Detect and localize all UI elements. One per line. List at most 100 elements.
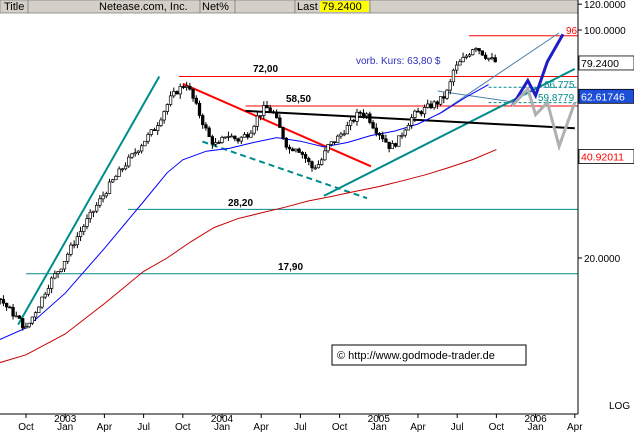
right-price-scale: 120.0000 100.0000 20.0000 79.2400 62.61746 40… — [578, 0, 634, 265]
candle-body — [387, 141, 391, 149]
candle-body — [442, 96, 446, 99]
watermark-box — [331, 344, 527, 366]
year-label: 2005 — [368, 414, 391, 425]
candle-body — [242, 134, 247, 138]
month-label: Oct — [18, 422, 34, 433]
candle-body — [287, 146, 292, 150]
candle-body — [210, 136, 215, 145]
candle-body — [181, 86, 186, 88]
candle-body — [448, 81, 452, 91]
candle-body — [123, 165, 128, 170]
candle-body — [348, 119, 353, 126]
month-label: Jul — [294, 422, 307, 433]
candle-body — [101, 195, 105, 200]
candle-body — [323, 150, 327, 161]
candle-body — [120, 168, 125, 171]
candle-body — [374, 127, 378, 134]
candle-body — [403, 129, 407, 136]
candle-body — [297, 148, 301, 153]
candle-body — [37, 306, 41, 314]
candle-body — [172, 91, 176, 97]
candle-body — [233, 135, 237, 140]
candle-body — [490, 57, 494, 60]
candle-body — [284, 137, 288, 148]
candle-body — [94, 204, 99, 212]
candle-body — [66, 253, 70, 262]
horizontal-levels — [26, 35, 578, 275]
candle-body — [194, 97, 198, 104]
candle-body — [438, 96, 443, 105]
header-last-value: 79.2400 — [322, 1, 362, 13]
level-58-label: 58,50 — [286, 94, 311, 105]
month-label: Apr — [567, 422, 583, 433]
candle-body — [381, 134, 385, 140]
candle-body — [458, 61, 462, 66]
candle-body — [358, 111, 362, 114]
candle-body — [98, 198, 102, 206]
candle-body — [262, 105, 266, 116]
candle-body — [197, 102, 202, 116]
candle-body — [229, 135, 234, 138]
candle-body — [133, 152, 137, 155]
candle-body — [8, 306, 12, 309]
year-label: 2004 — [211, 414, 234, 425]
candle-body — [416, 110, 420, 113]
candle-body — [467, 54, 472, 57]
candle-body — [136, 150, 141, 154]
time-axis: Oct Jan Apr Jul Oct Jan Apr Jul Oct Jan Apr Jul Oct J… — [18, 414, 583, 433]
candle-body — [361, 112, 366, 117]
candle-body — [239, 136, 243, 142]
candle-body — [364, 113, 369, 117]
candle-body — [291, 148, 295, 152]
value-box — [578, 88, 634, 104]
right-tick-label: 100.0000 — [584, 26, 626, 37]
value-box — [578, 55, 634, 71]
candle-body — [85, 218, 89, 227]
candle-body — [184, 85, 189, 88]
month-label: Jul — [451, 422, 464, 433]
candle-body — [72, 244, 76, 247]
month-label: Jan — [57, 422, 73, 433]
candle-body — [59, 268, 63, 272]
candle-body — [88, 211, 92, 220]
trend-line-5 — [437, 32, 560, 116]
candle-body — [319, 159, 324, 165]
candle-body — [82, 226, 86, 232]
candle-body — [104, 193, 108, 197]
month-label: Apr — [410, 422, 426, 433]
candle-body — [300, 152, 305, 155]
header-title-label: Title — [4, 1, 24, 13]
candle-body — [294, 148, 298, 152]
month-label: Jan — [214, 422, 230, 433]
candle-body — [483, 54, 488, 59]
header-spacer-box — [234, 0, 296, 14]
candle-body — [355, 111, 359, 122]
month-label: Apr — [253, 422, 269, 433]
trend-lines — [17, 32, 576, 326]
candle-body — [43, 293, 47, 298]
level-17-label: 17,90 — [278, 262, 303, 273]
trend-line-4 — [202, 140, 368, 200]
candle-body — [111, 179, 115, 183]
year-label: 2003 — [54, 414, 77, 425]
candle-body — [255, 115, 260, 127]
candle-body — [451, 69, 456, 83]
candle-body — [130, 153, 134, 158]
candle-body — [146, 134, 150, 142]
candle-body — [21, 318, 25, 329]
candle-body — [149, 129, 153, 135]
candle-body — [390, 143, 395, 149]
candle-body — [56, 271, 60, 274]
projection-bear — [510, 85, 577, 152]
projection-paths — [510, 33, 577, 152]
candle-body — [53, 273, 57, 279]
month-label: Jul — [137, 422, 150, 433]
candle-body — [252, 125, 256, 134]
candle-body — [127, 156, 131, 167]
month-label: Jan — [371, 422, 387, 433]
header-symbol-name: Netease.com, Inc. — [99, 1, 188, 13]
candle-body — [30, 316, 35, 324]
